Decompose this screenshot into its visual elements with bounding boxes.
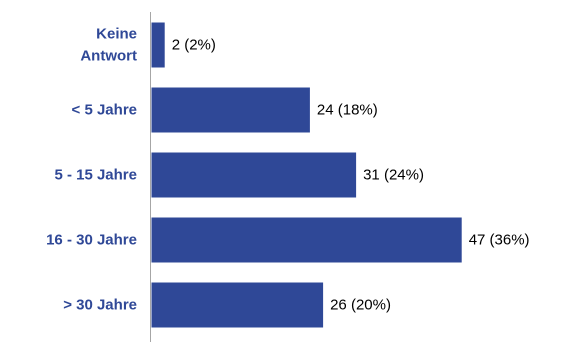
- bar: [151, 217, 462, 263]
- category-label: < 5 Jahre: [72, 102, 137, 119]
- category-label-line: Antwort: [80, 48, 137, 65]
- category-label: Keine Antwort: [80, 26, 137, 65]
- category-label-line: < 5 Jahre: [72, 102, 137, 119]
- bar-value-label: 47 (36%): [469, 232, 530, 249]
- category-label-line: 5 - 15 Jahre: [54, 167, 137, 184]
- category-label-line: > 30 Jahre: [63, 297, 137, 314]
- bar-value-label: 26 (20%): [330, 297, 391, 314]
- category-label: 16 - 30 Jahre: [46, 232, 137, 249]
- value-labels-group: 2 (2%) 24 (18%) 31 (24%) 47 (36%) 26 (20%): [172, 37, 530, 314]
- bar: [151, 152, 357, 198]
- bar-value-label: 2 (2%): [172, 37, 216, 54]
- bar: [151, 282, 324, 328]
- category-label-line: 16 - 30 Jahre: [46, 232, 137, 249]
- category-label: 5 - 15 Jahre: [54, 167, 137, 184]
- bar: [151, 87, 310, 133]
- category-label: > 30 Jahre: [63, 297, 137, 314]
- category-labels-group: Keine Antwort < 5 Jahre 5 - 15 Jahre 16 - 30…: [46, 26, 137, 314]
- category-label-line: Keine: [96, 26, 137, 43]
- bar-value-label: 31 (24%): [363, 167, 424, 184]
- bar: [151, 22, 165, 68]
- bars-group: [151, 22, 462, 328]
- bar-value-label: 24 (18%): [317, 102, 378, 119]
